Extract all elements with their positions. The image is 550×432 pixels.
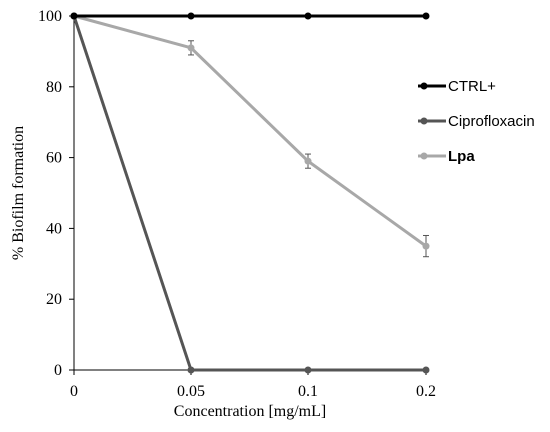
x-tick-label: 0.1	[298, 383, 318, 400]
y-tick-label: 80	[46, 79, 62, 96]
data-point	[422, 366, 430, 374]
legend-swatch-marker	[420, 117, 428, 125]
series-line	[73, 14, 427, 248]
y-tick-label: 0	[54, 362, 62, 379]
axes	[73, 15, 426, 371]
data-point	[187, 12, 195, 20]
legend-label: Lpa	[448, 148, 475, 165]
y-tick-label: 20	[46, 291, 62, 308]
y-tick-label: 100	[38, 8, 62, 25]
y-tick-label: 60	[46, 150, 62, 167]
legend-swatch-marker	[420, 152, 428, 160]
legend: CTRL+ Ciprofloxacin Lpa	[418, 78, 535, 165]
series-line	[72, 15, 426, 372]
x-tick-label: 0.05	[177, 383, 205, 400]
x-tick-label: 0	[70, 383, 78, 400]
legend-item: Lpa	[418, 148, 475, 165]
series-ctrl-	[70, 12, 430, 20]
legend-label: Ciprofloxacin	[448, 113, 535, 130]
y-ticks: 0 20 40 60 80 100	[38, 8, 74, 379]
series-lpa	[70, 12, 430, 258]
data-point	[304, 366, 312, 374]
x-axis-label: Concentration [mg/mL]	[174, 403, 326, 420]
data-point	[422, 242, 430, 250]
legend-item: CTRL+	[418, 78, 496, 95]
x-tick-label: 0.2	[416, 383, 436, 400]
data-point	[187, 44, 195, 52]
data-point	[187, 366, 195, 374]
series-ciprofloxacin	[70, 12, 430, 374]
data-point	[304, 12, 312, 20]
legend-label: CTRL+	[448, 78, 496, 95]
data-point	[422, 12, 430, 20]
data-point	[304, 157, 312, 165]
legend-swatch-marker	[420, 82, 428, 90]
series-layer	[70, 12, 430, 374]
y-axis-label: % Biofilm formation	[10, 126, 27, 260]
y-tick-label: 40	[46, 220, 62, 237]
data-point	[70, 12, 78, 20]
legend-item: Ciprofloxacin	[418, 113, 535, 130]
x-ticks: 0 0.05 0.1 0.2	[70, 370, 436, 400]
